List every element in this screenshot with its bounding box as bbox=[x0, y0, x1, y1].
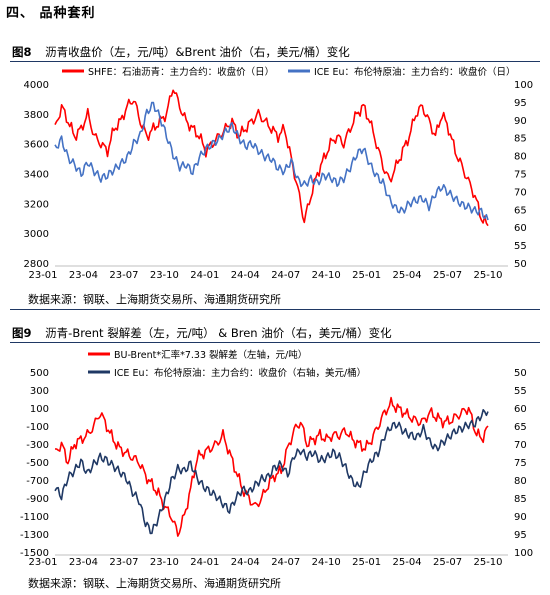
left-tick-label-4: 3600 bbox=[24, 140, 49, 151]
right-tick-label-6: 80 bbox=[514, 152, 527, 163]
figure-9-rule bbox=[10, 342, 540, 343]
figure-8-bottom-rule bbox=[10, 309, 540, 310]
right-tick-label-5: 75 bbox=[514, 170, 527, 181]
right-tick-label-9: 95 bbox=[514, 98, 527, 109]
left-tick-label-2: -1100 bbox=[20, 512, 49, 523]
x-tick-label-7: 24-10 bbox=[312, 270, 341, 281]
right-tick-label-0: 50 bbox=[514, 368, 527, 379]
figure-9-title: 图9 沥青-Brent 裂解差（左，元/吨） & Bren 油价（右，美元/桶）… bbox=[12, 325, 392, 341]
right-tick-label-4: 70 bbox=[514, 187, 527, 198]
right-tick-label-1: 55 bbox=[514, 386, 527, 397]
right-tick-label-6: 80 bbox=[514, 476, 527, 487]
x-tick-label-4: 24-01 bbox=[190, 557, 219, 568]
left-tick-label-4: -700 bbox=[26, 476, 49, 487]
x-tick-label-9: 25-04 bbox=[393, 270, 422, 281]
x-tick-label-6: 24-07 bbox=[271, 557, 300, 568]
right-tick-label-2: 60 bbox=[514, 404, 527, 415]
left-tick-label-1: -1300 bbox=[20, 530, 49, 541]
x-tick-label-8: 25-01 bbox=[352, 270, 381, 281]
left-tick-label-0: 2800 bbox=[24, 259, 49, 270]
figure-8-chart: 2800 3000 3200 3400 3600 3800 4000 50 55 60 65 70 75… bbox=[24, 66, 534, 281]
left-tick-label-5: 3800 bbox=[24, 110, 49, 121]
x-tick-label-2: 23-07 bbox=[109, 557, 138, 568]
figure-8-rule bbox=[10, 61, 540, 62]
right-tick-label-10: 100 bbox=[514, 80, 533, 91]
left-tick-label-6: -300 bbox=[26, 440, 49, 451]
x-tick-label-5: 24-04 bbox=[231, 270, 260, 281]
left-tick-label-8: 100 bbox=[30, 404, 49, 415]
x-tick-label-7: 24-10 bbox=[312, 557, 341, 568]
series-line-1 bbox=[54, 409, 489, 535]
x-tick-label-10: 25-07 bbox=[433, 270, 462, 281]
x-tick-label-4: 24-01 bbox=[190, 270, 219, 281]
figure-8-title: 图8 沥青收盘价（左，元/吨）&Brent 油价（右，美元/桶）变化 bbox=[12, 44, 350, 60]
right-tick-label-10: 100 bbox=[514, 548, 533, 559]
x-tick-label-11: 25-10 bbox=[473, 557, 502, 568]
figure-9-chart: -1500 -1300 -1100 -900 -700 -500 -300 -100 100 30… bbox=[20, 349, 533, 568]
section-title: 四、 品种套利 bbox=[6, 6, 96, 21]
x-tick-label-3: 23-10 bbox=[150, 557, 179, 568]
right-tick-label-4: 70 bbox=[514, 440, 527, 451]
x-tick-label-1: 23-04 bbox=[69, 557, 98, 568]
right-tick-label-8: 90 bbox=[514, 512, 527, 523]
legend-label-1: ICE Eu：布伦特原油：主力合约：收盘价（右轴，美元/桶） bbox=[114, 367, 366, 379]
legend-label-1: ICE Eu：布伦特原油：主力合约：收盘价（日） bbox=[314, 66, 515, 78]
series-line-1 bbox=[54, 101, 489, 221]
series-line-0 bbox=[54, 396, 489, 537]
left-tick-label-5: -500 bbox=[26, 458, 49, 469]
x-tick-label-3: 23-10 bbox=[150, 270, 179, 281]
x-tick-label-1: 23-04 bbox=[69, 270, 98, 281]
left-tick-label-3: 3400 bbox=[24, 170, 49, 181]
left-tick-label-0: -1500 bbox=[20, 548, 49, 559]
series-line-0 bbox=[54, 89, 489, 227]
x-tick-label-8: 25-01 bbox=[352, 557, 381, 568]
x-tick-label-6: 24-07 bbox=[271, 270, 300, 281]
x-tick-label-9: 25-04 bbox=[393, 557, 422, 568]
left-tick-label-1: 3000 bbox=[24, 229, 49, 240]
right-tick-label-0: 50 bbox=[514, 259, 527, 270]
right-tick-label-7: 85 bbox=[514, 134, 527, 145]
x-tick-label-0: 23-01 bbox=[28, 270, 57, 281]
figure-9-source: 数据来源：钢联、上海期货交易所、海通期货研究所 bbox=[28, 577, 281, 590]
left-tick-label-6: 4000 bbox=[24, 80, 49, 91]
right-tick-label-9: 95 bbox=[514, 530, 527, 541]
left-tick-label-9: 300 bbox=[30, 386, 49, 397]
right-tick-label-2: 60 bbox=[514, 223, 527, 234]
x-tick-label-0: 23-01 bbox=[28, 557, 57, 568]
right-tick-label-3: 65 bbox=[514, 422, 527, 433]
right-tick-label-3: 65 bbox=[514, 205, 527, 216]
legend-label-0: BU-Brent*汇率*7.33 裂解差（左轴，元/吨） bbox=[114, 349, 307, 361]
figure-8-caption: 沥青收盘价（左，元/吨）&Brent 油价（右，美元/桶）变化 bbox=[45, 45, 350, 59]
x-tick-label-2: 23-07 bbox=[109, 270, 138, 281]
left-tick-label-7: -100 bbox=[26, 422, 49, 433]
right-tick-label-5: 75 bbox=[514, 458, 527, 469]
x-tick-label-5: 24-04 bbox=[231, 557, 260, 568]
figure-8-number: 图8 bbox=[12, 45, 32, 59]
right-tick-label-8: 90 bbox=[514, 116, 527, 127]
figure-9-number: 图9 bbox=[12, 326, 32, 340]
left-tick-label-3: -900 bbox=[26, 494, 49, 505]
figure-9-caption: 沥青-Brent 裂解差（左，元/吨） & Bren 油价（右，美元/桶）变化 bbox=[45, 326, 392, 340]
right-tick-label-1: 55 bbox=[514, 241, 527, 252]
left-tick-label-2: 3200 bbox=[24, 199, 49, 210]
x-tick-label-10: 25-07 bbox=[433, 557, 462, 568]
right-tick-label-7: 85 bbox=[514, 494, 527, 505]
x-tick-label-11: 25-10 bbox=[473, 270, 502, 281]
left-tick-label-10: 500 bbox=[30, 368, 49, 379]
figure-8-source: 数据来源：钢联、上海期货交易所、海通期货研究所 bbox=[28, 293, 281, 306]
legend-label-0: SHFE：石油沥青：主力合约：收盘价（日） bbox=[88, 66, 274, 78]
